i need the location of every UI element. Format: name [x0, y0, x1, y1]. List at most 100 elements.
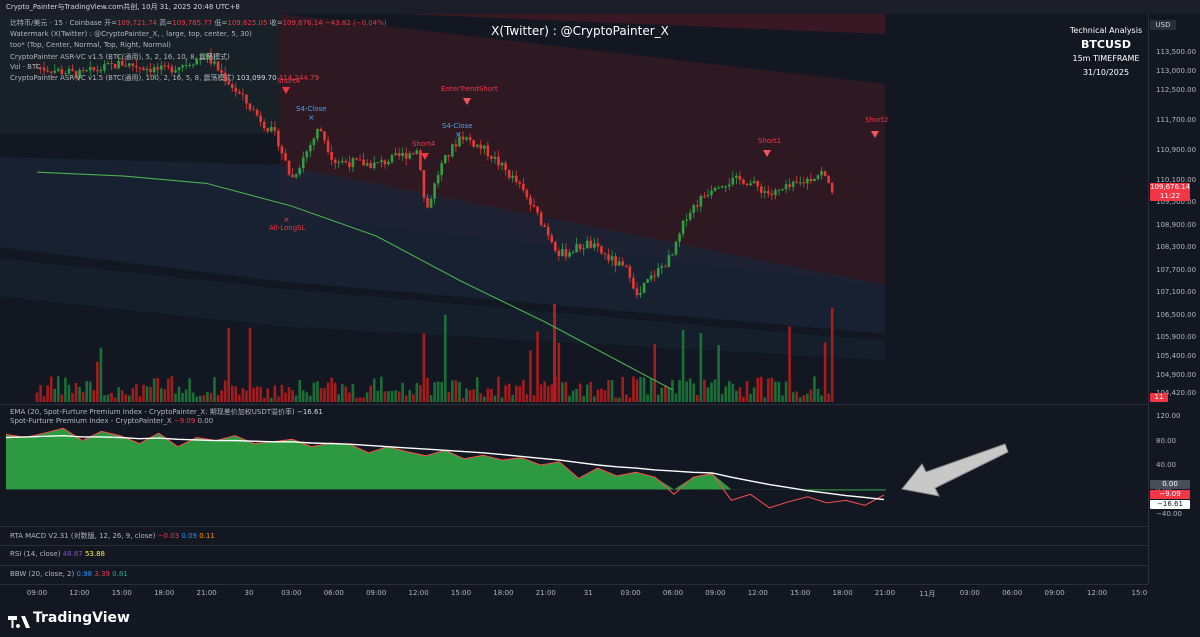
pane-separator-2[interactable] — [0, 526, 1148, 527]
candle-body — [78, 70, 81, 78]
candle-body — [607, 254, 610, 261]
volume-bar — [181, 392, 184, 402]
open-label: 开= — [104, 19, 117, 27]
high-value: 109,765.77 — [172, 19, 213, 27]
time-tick-label: 15:00 — [111, 589, 132, 597]
volume-bar — [809, 389, 813, 402]
indicator-legend-3[interactable]: CryptoPainter ASR-VC v1.5 (BTC(通用), 5, 2… — [10, 53, 230, 61]
volume-bar — [589, 381, 593, 402]
rsi-value-2: 53.88 — [84, 550, 106, 558]
candle-body — [703, 196, 706, 198]
candle-body — [479, 144, 483, 149]
ohlc-legend: 比特币/美元 · 15 · Coinbase 开=109,721.74 高=10… — [10, 18, 387, 28]
pane-separator-3[interactable] — [0, 545, 1148, 546]
volume-bar — [298, 380, 301, 402]
candle-body — [312, 138, 316, 146]
volume-bar — [699, 333, 703, 402]
candle-body — [823, 171, 827, 176]
price-axis[interactable] — [1148, 14, 1200, 584]
candle-body — [316, 129, 319, 139]
volume-bar — [706, 387, 710, 402]
candle-body — [227, 81, 230, 85]
time-tick-label: 18:00 — [832, 589, 853, 597]
candle-body — [490, 156, 493, 159]
volume-bar — [710, 382, 713, 402]
candle-body — [759, 186, 763, 193]
price-tick-label: 111,700.00 — [1156, 115, 1197, 124]
candle-body — [635, 288, 639, 296]
volume-bar — [397, 391, 401, 402]
open-value: 109,721.74 — [116, 19, 158, 27]
volume-bar — [245, 390, 248, 402]
x-cross-icon: × — [455, 130, 462, 139]
time-tick-label: 03:00 — [620, 589, 641, 597]
candle-body — [756, 181, 759, 187]
volume-bar — [553, 304, 556, 402]
pane-separator-5[interactable] — [0, 584, 1148, 585]
volume-bar — [564, 382, 568, 402]
currency-button[interactable]: USD — [1150, 20, 1176, 30]
bbw-legend[interactable]: BBW (20, close, 2) 0.98 3.39 0.81 — [10, 570, 128, 578]
candle-body — [170, 66, 174, 73]
volume-bar — [621, 376, 625, 402]
short1-marker — [763, 150, 771, 157]
volume-bar — [120, 390, 124, 402]
candle-body — [248, 103, 252, 110]
volume-bar — [53, 388, 57, 402]
volume-bar — [649, 378, 653, 402]
volume-bar — [369, 385, 372, 402]
volume-bar — [557, 342, 561, 402]
indicator-legend-1[interactable]: Watermark (X(Twitter) : @CryptoPainter_X… — [10, 30, 252, 38]
volume-bar — [571, 390, 575, 402]
time-tick-label: 21:00 — [874, 589, 896, 597]
volume-bar — [113, 397, 117, 402]
volume-bar — [316, 381, 319, 402]
candle-body — [202, 58, 206, 60]
candle-body — [671, 254, 674, 256]
candle-body — [99, 70, 103, 72]
candle-body — [610, 256, 614, 261]
info-box: Technical Analysis BTCUSD 15m TIMEFRAME … — [1048, 24, 1164, 80]
candle-body — [628, 266, 632, 278]
volume-bar — [74, 383, 78, 402]
volume-bar — [724, 386, 727, 402]
candle-body — [809, 178, 813, 182]
premium-ema-legend[interactable]: EMA (20, Spot-Furture Premium Index - Cr… — [10, 407, 323, 417]
signal-all-longsl: All-LongSL — [269, 224, 306, 232]
time-tick-label: 03:00 — [281, 589, 302, 597]
candle-body — [699, 196, 703, 207]
macd-legend[interactable]: RTA MACD V2.31 (对数版, 12, 26, 9, close) −… — [10, 531, 215, 541]
price-tick-label: 104,420.00 — [1156, 389, 1197, 397]
premium-index-legend[interactable]: Spot-Furture Premium Index - CryptoPaint… — [10, 417, 213, 425]
premium-chart-svg[interactable] — [0, 405, 1148, 526]
volume-bar — [234, 386, 238, 402]
pane-separator-1[interactable] — [0, 404, 1148, 405]
candle-body — [159, 65, 163, 70]
price-tick-label: 104,900.00 — [1156, 370, 1197, 379]
rsi-legend[interactable]: RSI (14, close) 48.87 53.88 — [10, 550, 105, 558]
volume-bar — [823, 342, 827, 402]
indicator-legend-5[interactable]: CryptoPainter ASR-VC v1.5 (BTC(通用), 100,… — [10, 73, 319, 83]
volume-bar — [635, 379, 639, 402]
indicator-legend-2[interactable]: too* (Top, Center, Normal, Top, Right, N… — [10, 41, 172, 49]
candle-body — [546, 226, 550, 236]
indicator-legend-4[interactable]: Vol · BTC — [10, 63, 41, 71]
candle-body — [816, 175, 820, 179]
volume-bar — [692, 383, 696, 402]
volume-bar — [110, 392, 113, 402]
volume-bar — [656, 394, 660, 402]
volume-bar — [145, 386, 149, 402]
price-chart-svg[interactable]: × × × — [0, 14, 1148, 404]
volume-bar — [426, 377, 429, 402]
top-bar — [0, 0, 1200, 14]
candle-body — [358, 159, 362, 161]
footer-bar — [0, 602, 1200, 637]
asr-value-1: 103,099.70 — [236, 74, 277, 82]
volume-bar — [42, 396, 46, 402]
volume-bar — [291, 390, 294, 402]
volume-bar — [309, 395, 312, 402]
pane-separator-4[interactable] — [0, 565, 1148, 566]
volume-bar — [696, 395, 699, 402]
volume-bar — [78, 387, 81, 402]
price-tick-label: 107,700.00 — [1156, 265, 1197, 274]
